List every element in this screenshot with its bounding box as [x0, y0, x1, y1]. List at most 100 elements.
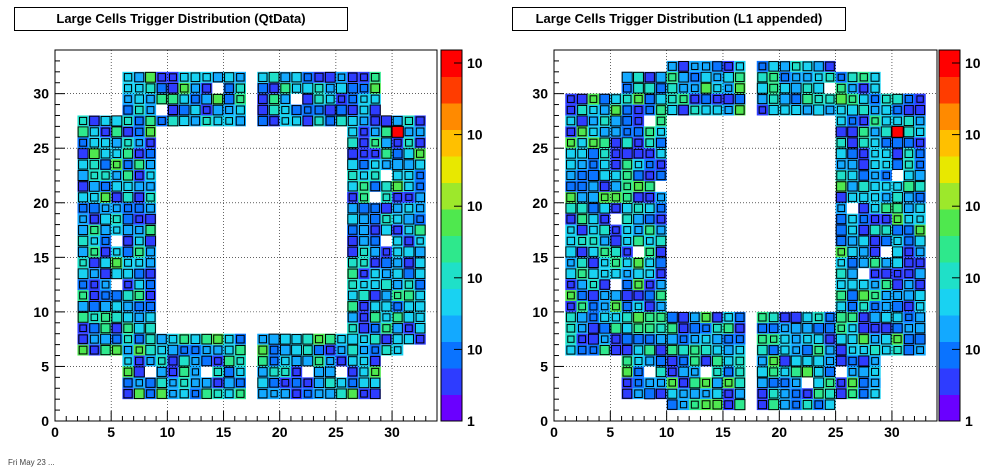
heat-cell: [302, 388, 314, 400]
heat-cell: [369, 268, 381, 280]
heat-cell-box: [667, 61, 677, 71]
heat-cell: [565, 170, 577, 181]
heat-cell: [133, 355, 145, 367]
heat-cell-box: [403, 159, 415, 170]
heat-cell-box: [656, 170, 666, 181]
heat-cell: [302, 344, 314, 356]
heat-cell-box: [416, 204, 425, 213]
heat-cell: [335, 82, 348, 94]
heat-cell: [869, 93, 881, 105]
heat-cell: [358, 366, 370, 378]
heat-cell: [565, 202, 577, 214]
heat-cell: [279, 344, 291, 356]
heat-cell: [813, 399, 825, 411]
heat-cell: [846, 115, 859, 127]
heat-cell-box: [701, 356, 711, 366]
heat-cell: [88, 279, 100, 291]
heat-cell: [587, 300, 600, 312]
heat-cell: [369, 137, 381, 149]
heat-cell: [268, 355, 280, 367]
heat-cell-box: [393, 302, 402, 311]
heat-cell: [156, 115, 168, 127]
heat-cell: [324, 366, 336, 378]
colorbar-swatch: [441, 209, 462, 236]
heat-cell: [779, 311, 791, 323]
heat-cell-box: [724, 367, 734, 377]
heat-cell-box: [915, 312, 926, 323]
heat-cell: [700, 104, 712, 116]
heat-cell: [257, 388, 269, 400]
heat-cell: [369, 246, 381, 258]
heat-cell-box: [836, 83, 846, 93]
heat-cell-box: [179, 366, 190, 377]
heat-cell-box: [813, 322, 825, 334]
heat-cell-box: [358, 225, 369, 236]
heat-cell: [689, 355, 701, 367]
heat-cell: [167, 71, 179, 83]
heat-cell-box: [157, 357, 166, 365]
heat-cell-box: [370, 258, 380, 268]
x-tick-label: 10: [160, 424, 176, 440]
heat-cell: [335, 115, 348, 127]
heat-cell-box: [645, 237, 654, 245]
y-tick-label: 15: [33, 249, 49, 265]
heat-cell: [167, 115, 179, 127]
heat-cell-box: [622, 214, 633, 224]
heat-cell-box: [724, 389, 733, 398]
heat-cell-box: [236, 367, 245, 376]
heat-cell-box: [915, 247, 925, 257]
heat-cell: [599, 159, 611, 171]
heat-cell: [347, 322, 359, 334]
heat-cell-box: [915, 225, 925, 235]
heat-cell: [914, 322, 926, 334]
heat-cell-box: [836, 268, 847, 279]
heat-cell-box: [360, 73, 368, 82]
colorbar-swatch: [939, 262, 960, 289]
heat-cell: [189, 366, 202, 378]
heat-cell-box: [292, 389, 301, 398]
heat-cell-box: [314, 105, 324, 115]
heat-cell-box: [780, 334, 790, 344]
heat-cell: [880, 235, 892, 247]
heat-cell: [257, 344, 269, 356]
heat-cell: [813, 377, 825, 389]
heat-cell: [414, 126, 426, 138]
heat-cell: [621, 191, 633, 203]
heat-cell: [77, 290, 89, 301]
heat-cell-box: [622, 312, 633, 323]
heat-cell: [111, 202, 123, 214]
heat-cell-box: [847, 268, 858, 279]
heat-cell: [587, 115, 600, 127]
heat-cell: [722, 333, 735, 345]
heat-cell: [801, 322, 814, 334]
heat-cell-box: [601, 259, 609, 267]
heat-cell: [644, 235, 656, 247]
heat-cell: [858, 159, 870, 171]
heat-cell: [347, 290, 359, 301]
heat-cell-box: [634, 160, 643, 169]
heat-cell: [576, 333, 588, 345]
heat-cell-box: [123, 301, 133, 312]
heat-cell-box: [769, 73, 778, 82]
heat-cell: [880, 202, 892, 214]
heat-cell-box: [191, 94, 200, 104]
heat-cell: [290, 71, 303, 83]
heat-cell: [846, 93, 859, 105]
heat-cell-box: [566, 236, 576, 246]
heat-cell-box: [589, 138, 598, 147]
heat-cell: [610, 257, 622, 269]
heat-cell: [824, 355, 836, 367]
heat-cell-box: [633, 290, 644, 301]
heat-cell-box: [403, 246, 415, 258]
heat-cell-box: [612, 226, 620, 234]
heat-cell-box: [577, 214, 588, 225]
heat-cell: [99, 279, 112, 291]
heat-cell-box: [370, 377, 381, 389]
heat-cell-box: [621, 333, 633, 345]
heat-cell: [700, 82, 712, 94]
heat-cell: [779, 60, 791, 72]
heat-cell-box: [359, 247, 369, 256]
heat-cell-box: [134, 236, 144, 246]
heat-cell: [677, 355, 690, 367]
heat-cell-box: [848, 225, 857, 235]
